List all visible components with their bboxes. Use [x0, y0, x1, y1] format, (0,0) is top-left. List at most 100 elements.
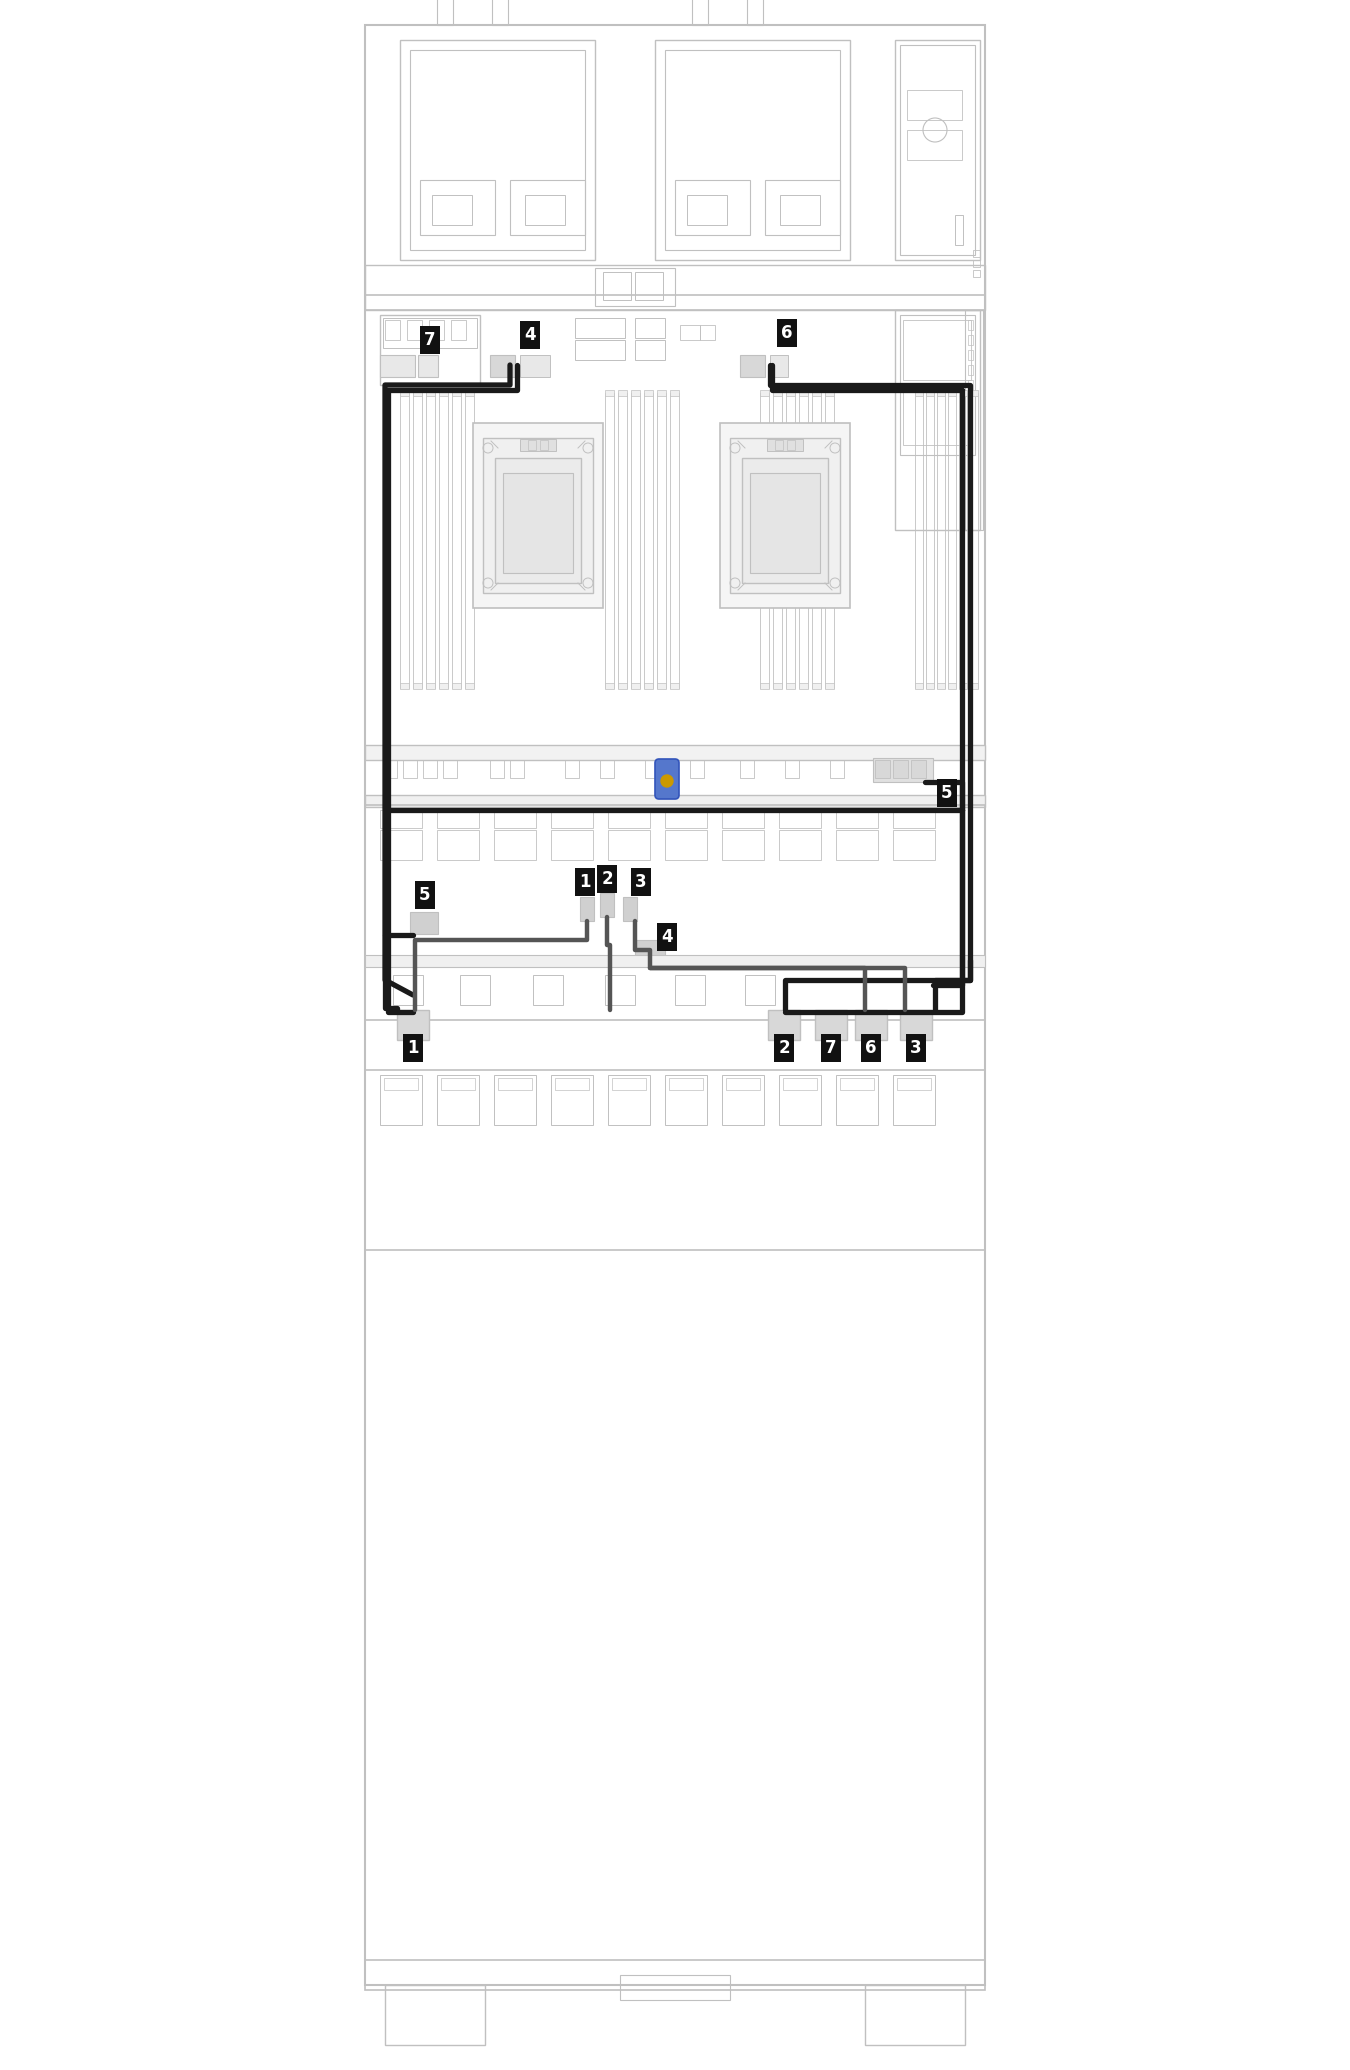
Bar [787, 441, 795, 449]
Bar [404, 760, 417, 778]
Bar [423, 760, 437, 778]
Bar [406, 321, 423, 339]
Bar [786, 393, 795, 687]
Bar [892, 809, 936, 828]
Bar [429, 321, 444, 339]
Bar [875, 760, 890, 778]
Bar [948, 393, 956, 687]
Text: 1: 1 [579, 874, 591, 890]
Bar [525, 195, 566, 226]
Bar [364, 954, 986, 967]
Bar [400, 393, 409, 687]
Bar [895, 39, 980, 261]
Bar [948, 683, 956, 689]
Bar [783, 1078, 817, 1091]
Bar [670, 389, 679, 395]
Bar [799, 683, 809, 689]
Bar [644, 389, 653, 395]
Bar [765, 180, 840, 236]
Bar [608, 809, 649, 828]
Bar [903, 385, 971, 445]
Bar [675, 975, 705, 1006]
Text: 7: 7 [424, 331, 436, 350]
Bar [437, 830, 479, 859]
Text: 1: 1 [408, 1039, 418, 1058]
Bar [464, 683, 474, 689]
Bar [740, 760, 755, 778]
Bar [551, 1074, 593, 1124]
Bar [622, 896, 637, 921]
Bar [494, 1074, 536, 1124]
Bar [767, 439, 803, 451]
Bar [907, 89, 963, 120]
Bar [968, 364, 973, 375]
Bar [494, 809, 536, 828]
Bar [605, 389, 614, 395]
Bar [680, 325, 701, 339]
Bar [452, 393, 460, 687]
Text: 4: 4 [662, 927, 672, 946]
Bar [364, 25, 986, 296]
Bar [701, 325, 716, 339]
Bar [954, 215, 963, 244]
Bar [605, 975, 634, 1006]
Bar [915, 393, 923, 687]
Bar [655, 39, 850, 261]
Bar [968, 350, 973, 360]
Bar [971, 393, 977, 687]
Bar [441, 1078, 475, 1091]
Bar [397, 1010, 429, 1039]
Bar [410, 913, 437, 934]
Bar [760, 683, 770, 689]
Bar [730, 439, 840, 592]
Bar [644, 683, 653, 689]
Bar [510, 180, 585, 236]
Bar [968, 335, 973, 346]
Bar [634, 940, 666, 960]
Circle shape [662, 774, 674, 787]
Bar [937, 389, 945, 395]
Bar [937, 393, 945, 687]
Bar [747, 0, 763, 25]
Bar [774, 683, 782, 689]
Bar [575, 339, 625, 360]
Bar [439, 683, 448, 689]
Bar [495, 457, 580, 584]
Bar [528, 441, 536, 449]
Bar [666, 809, 707, 828]
Bar [836, 830, 878, 859]
Bar [410, 50, 585, 250]
Bar [452, 683, 460, 689]
Bar [383, 760, 397, 778]
Bar [595, 267, 675, 306]
Bar [379, 830, 423, 859]
Bar [892, 830, 936, 859]
Bar [840, 1078, 873, 1091]
Bar [740, 354, 765, 377]
Bar [605, 683, 614, 689]
Bar [720, 422, 850, 609]
Bar [873, 758, 933, 782]
Bar [605, 393, 614, 687]
Bar [774, 393, 782, 687]
Bar [971, 389, 977, 395]
Bar [364, 25, 986, 1985]
Bar [760, 393, 770, 687]
Bar [926, 683, 934, 689]
Bar [520, 439, 556, 451]
Bar [896, 1078, 932, 1091]
Bar [472, 422, 603, 609]
Bar [437, 0, 454, 25]
Bar [413, 389, 423, 395]
Bar [443, 760, 458, 778]
Bar [491, 0, 508, 25]
Bar [618, 393, 626, 687]
Bar [825, 393, 834, 687]
Bar [364, 745, 986, 760]
Text: 7: 7 [825, 1039, 837, 1058]
Bar [722, 809, 764, 828]
Bar [780, 195, 819, 226]
Bar [815, 1010, 846, 1039]
Text: 4: 4 [524, 325, 536, 344]
Bar [779, 830, 821, 859]
